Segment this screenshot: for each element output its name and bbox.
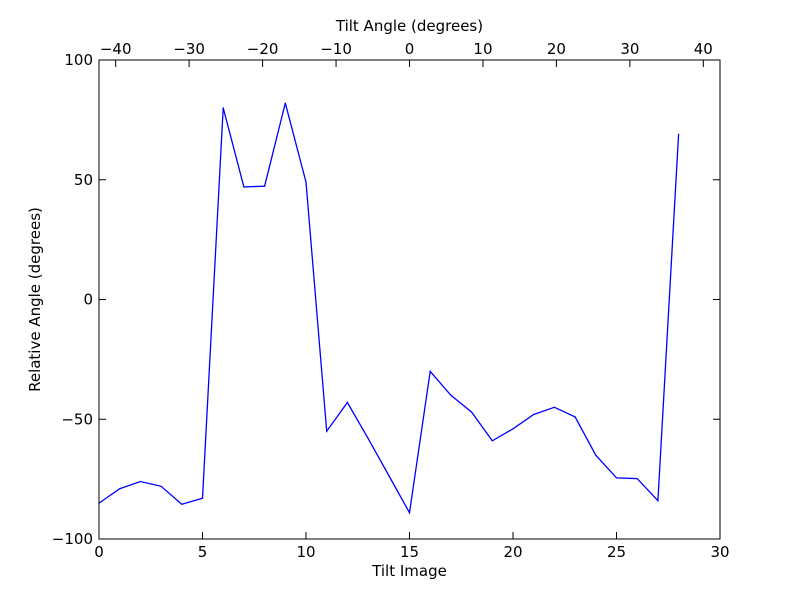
y-tick-label: 50 [74, 171, 93, 189]
data-point [305, 181, 307, 183]
x-tick-label: 30 [710, 543, 729, 561]
data-point [678, 133, 680, 135]
data-point [491, 440, 493, 442]
x-axis-title: Tilt Image [371, 562, 447, 580]
data-point [553, 406, 556, 408]
y-tick-label: −100 [52, 530, 93, 548]
x-tick-label: 0 [94, 543, 104, 561]
data-point [657, 500, 659, 502]
data-point [471, 411, 473, 413]
data-point [181, 503, 183, 505]
x-tick-label: 25 [607, 543, 626, 561]
top-tick-label: −20 [247, 40, 279, 58]
data-point [595, 454, 597, 456]
data-point [574, 416, 576, 418]
y-axis-title: Relative Angle (degrees) [26, 207, 44, 392]
data-point [201, 497, 204, 499]
data-point [533, 413, 535, 416]
x-tick-label: 15 [400, 543, 419, 561]
data-point [388, 474, 390, 477]
x-tick-label: 5 [198, 543, 208, 561]
data-point [636, 478, 638, 480]
data-point [222, 107, 224, 109]
data-point [408, 512, 411, 514]
top-tick-label: 0 [405, 40, 415, 58]
data-point [450, 394, 452, 396]
data-point [119, 488, 121, 490]
series-layer [98, 102, 680, 515]
data-point [367, 437, 369, 439]
tick-layer: 0 5 10 15 20 25 30−40 −30 −20 −10 0 10 20 30 40−100−50… [52, 40, 730, 561]
x-tick-label: 10 [296, 543, 315, 561]
y-tick-label: −50 [61, 410, 93, 428]
data-point [160, 485, 162, 487]
data-point [326, 430, 328, 432]
top-axis-title: Tilt Angle (degrees) [335, 17, 483, 35]
top-tick-label: −40 [100, 40, 132, 58]
data-point [139, 480, 141, 483]
top-tick-label: 10 [473, 40, 492, 58]
top-tick-label: 40 [694, 40, 713, 58]
y-tick-label: 100 [64, 51, 93, 69]
data-point [243, 186, 245, 188]
data-point [615, 477, 618, 479]
data-point [284, 102, 286, 104]
top-tick-label: −10 [320, 40, 352, 58]
top-tick-label: 20 [547, 40, 566, 58]
top-tick-label: −30 [173, 40, 205, 58]
data-point [264, 185, 266, 187]
x-tick-label: 20 [503, 543, 522, 561]
data-point [429, 370, 431, 372]
data-point [512, 428, 514, 430]
y-tick-label: 0 [83, 291, 93, 309]
data-point [346, 401, 348, 404]
top-tick-label: 30 [620, 40, 639, 58]
